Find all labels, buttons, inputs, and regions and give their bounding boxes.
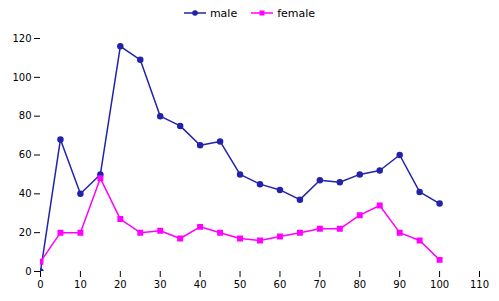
svg-text:120: 120 [12,33,31,44]
svg-text:10: 10 [74,279,87,290]
svg-text:100: 100 [12,72,31,83]
html-text:male: male [209,6,238,20]
svg-text:20: 20 [114,279,127,290]
svg-text:100: 100 [430,279,449,290]
svg-text:60: 60 [274,279,287,290]
svg-text:60: 60 [19,149,32,160]
svg-text:70: 70 [313,279,326,290]
svg-text:40: 40 [19,188,32,199]
svg-text:20: 20 [19,227,32,238]
svg-text:0: 0 [25,266,31,277]
svg-text:30: 30 [154,279,167,290]
svg-text:110: 110 [470,279,489,290]
svg-text:80: 80 [353,279,366,290]
svg-text:80: 80 [19,110,32,121]
html-text:female: female [277,6,316,20]
svg-text:90: 90 [393,279,406,290]
svg-text:0: 0 [37,279,43,290]
svg-text:50: 50 [234,279,247,290]
svg-text:40: 40 [194,279,207,290]
